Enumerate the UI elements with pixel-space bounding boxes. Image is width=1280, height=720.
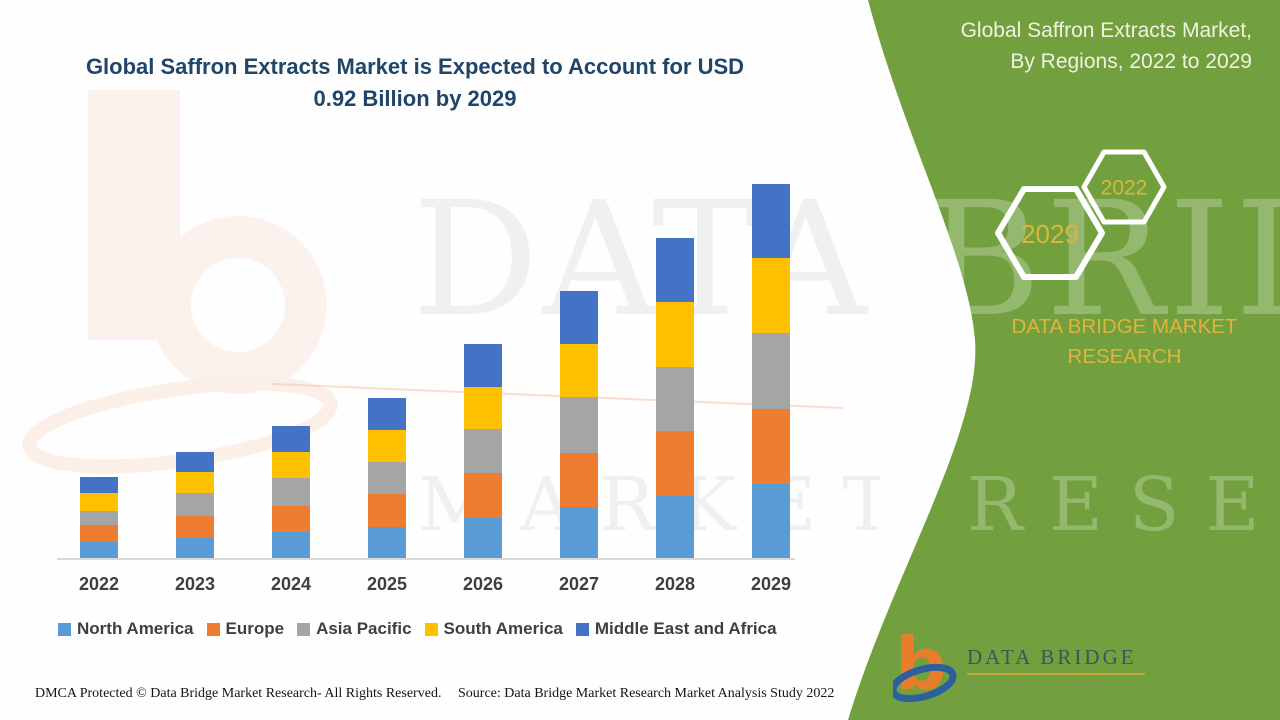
bar-segment-asia-pacific-2027 — [560, 397, 598, 453]
bar-segment-south-america-2025 — [368, 430, 406, 462]
bar-segment-asia-pacific-2028 — [656, 367, 694, 431]
bar-segment-north-america-2022 — [80, 542, 118, 559]
legend-swatch-middle-east-and-africa — [575, 622, 589, 636]
bar-segment-europe-2029 — [752, 409, 790, 484]
side-panel-title-line2: By Regions, 2022 to 2029 — [1010, 50, 1252, 73]
chart-legend: North America Europe Asia Pacific South Ame… — [58, 619, 777, 639]
legend-label-south-america: South America — [443, 619, 563, 638]
logo-name: DATA BRIDGE — [967, 645, 1137, 669]
legend-item-south-america: South America — [424, 619, 563, 639]
bar-segment-south-america-2027 — [560, 344, 598, 397]
brand-wordmark: DATA BRIDGE MARKET RESEARCH — [1002, 312, 1247, 372]
bar-segment-europe-2025 — [368, 494, 406, 527]
bar-segment-asia-pacific-2023 — [176, 493, 214, 516]
logo-subtext: MARKET RESEARCH — [967, 679, 1147, 689]
legend-item-asia-pacific: Asia Pacific — [297, 619, 412, 639]
company-logo: b DATA BRIDGE MARKET RESEARCH — [893, 631, 1147, 705]
bar-segment-europe-2027 — [560, 453, 598, 507]
legend-label-middle-east-and-africa: Middle East and Africa — [594, 619, 777, 638]
legend-swatch-asia-pacific — [297, 622, 311, 636]
bar-segment-asia-pacific-2026 — [464, 429, 502, 473]
bar-segment-asia-pacific-2022 — [80, 511, 118, 525]
x-axis-label-2027: 2027 — [558, 574, 600, 594]
bar-segment-south-america-2023 — [176, 472, 214, 493]
legend-swatch-south-america — [424, 622, 438, 636]
brand-wordmark-line1: DATA BRIDGE MARKET — [1011, 315, 1238, 338]
chart-title-line1: Global Saffron Extracts Market is Expect… — [85, 54, 745, 79]
bar-segment-middle-east-and-africa-2026 — [464, 344, 502, 387]
bar-segment-north-america-2023 — [176, 538, 214, 559]
bar-segment-europe-2028 — [656, 431, 694, 496]
bar-segment-europe-2024 — [272, 506, 310, 532]
x-axis-label-2024: 2024 — [270, 574, 312, 594]
logo-text-block: DATA BRIDGE MARKET RESEARCH — [967, 631, 1147, 705]
bar-segment-asia-pacific-2029 — [752, 333, 790, 409]
bar-segment-middle-east-and-africa-2027 — [560, 291, 598, 344]
bar-2022 — [80, 477, 118, 559]
bar-segment-north-america-2025 — [368, 527, 406, 559]
legend-label-asia-pacific: Asia Pacific — [316, 619, 412, 638]
bar-segment-middle-east-and-africa-2024 — [272, 426, 310, 452]
x-axis-line — [57, 558, 795, 560]
bar-segment-asia-pacific-2025 — [368, 462, 406, 494]
bar-segment-south-america-2028 — [656, 302, 694, 367]
bar-segment-north-america-2026 — [464, 518, 502, 559]
legend-item-north-america: North America — [58, 619, 194, 639]
bar-segment-europe-2022 — [80, 525, 118, 542]
logo-underline — [967, 673, 1145, 675]
x-axis-label-2029: 2029 — [750, 574, 792, 594]
bar-segment-middle-east-and-africa-2022 — [80, 477, 118, 493]
bar-segment-south-america-2022 — [80, 493, 118, 511]
bar-segment-south-america-2026 — [464, 387, 502, 429]
bar-segment-middle-east-and-africa-2025 — [368, 398, 406, 430]
bar-segment-europe-2026 — [464, 473, 502, 518]
chart-title: Global Saffron Extracts Market is Expect… — [70, 51, 760, 115]
bar-segment-south-america-2029 — [752, 258, 790, 333]
brand-wordmark-line2: RESEARCH — [1067, 345, 1182, 368]
bar-segment-north-america-2024 — [272, 532, 310, 559]
legend-item-europe: Europe — [206, 619, 285, 639]
legend-swatch-north-america — [58, 622, 71, 636]
x-axis-label-2025: 2025 — [366, 574, 408, 594]
legend-label-europe: Europe — [225, 619, 285, 638]
bar-2026 — [464, 344, 502, 559]
bar-segment-south-america-2024 — [272, 452, 310, 478]
legend-swatch-europe — [206, 622, 220, 636]
x-axis-label-2022: 2022 — [78, 574, 120, 594]
bar-segment-asia-pacific-2024 — [272, 478, 310, 506]
bar-2025 — [368, 398, 406, 559]
source-note: Source: Data Bridge Market Research Mark… — [458, 686, 835, 701]
x-axis-label-2023: 2023 — [174, 574, 216, 594]
data-bridge-logo-icon: b — [893, 631, 957, 705]
green-panel-shape — [848, 0, 1280, 720]
bar-segment-north-america-2029 — [752, 484, 790, 559]
bar-2027 — [560, 291, 598, 559]
bar-segment-north-america-2028 — [656, 496, 694, 559]
x-axis-label-2026: 2026 — [462, 574, 504, 594]
bar-segment-middle-east-and-africa-2028 — [656, 238, 694, 302]
bar-2029 — [752, 184, 790, 559]
bar-segment-middle-east-and-africa-2023 — [176, 452, 214, 472]
dmca-notice: DMCA Protected © Data Bridge Market Rese… — [35, 686, 442, 701]
chart-title-line2: 0.92 Billion by 2029 — [313, 86, 517, 111]
x-axis-label-2028: 2028 — [654, 574, 696, 594]
legend-label-north-america: North America — [77, 619, 194, 638]
bar-segment-middle-east-and-africa-2029 — [752, 184, 790, 258]
side-panel-title: Global Saffron Extracts Market, By Regio… — [832, 15, 1252, 77]
legend-item-middle-east-and-africa: Middle East and Africa — [575, 619, 777, 639]
bar-2023 — [176, 452, 214, 559]
bar-2028 — [656, 238, 694, 559]
bar-segment-europe-2023 — [176, 516, 214, 538]
bar-2024 — [272, 426, 310, 559]
side-panel-title-line1: Global Saffron Extracts Market, — [960, 19, 1252, 42]
bar-segment-north-america-2027 — [560, 507, 598, 559]
